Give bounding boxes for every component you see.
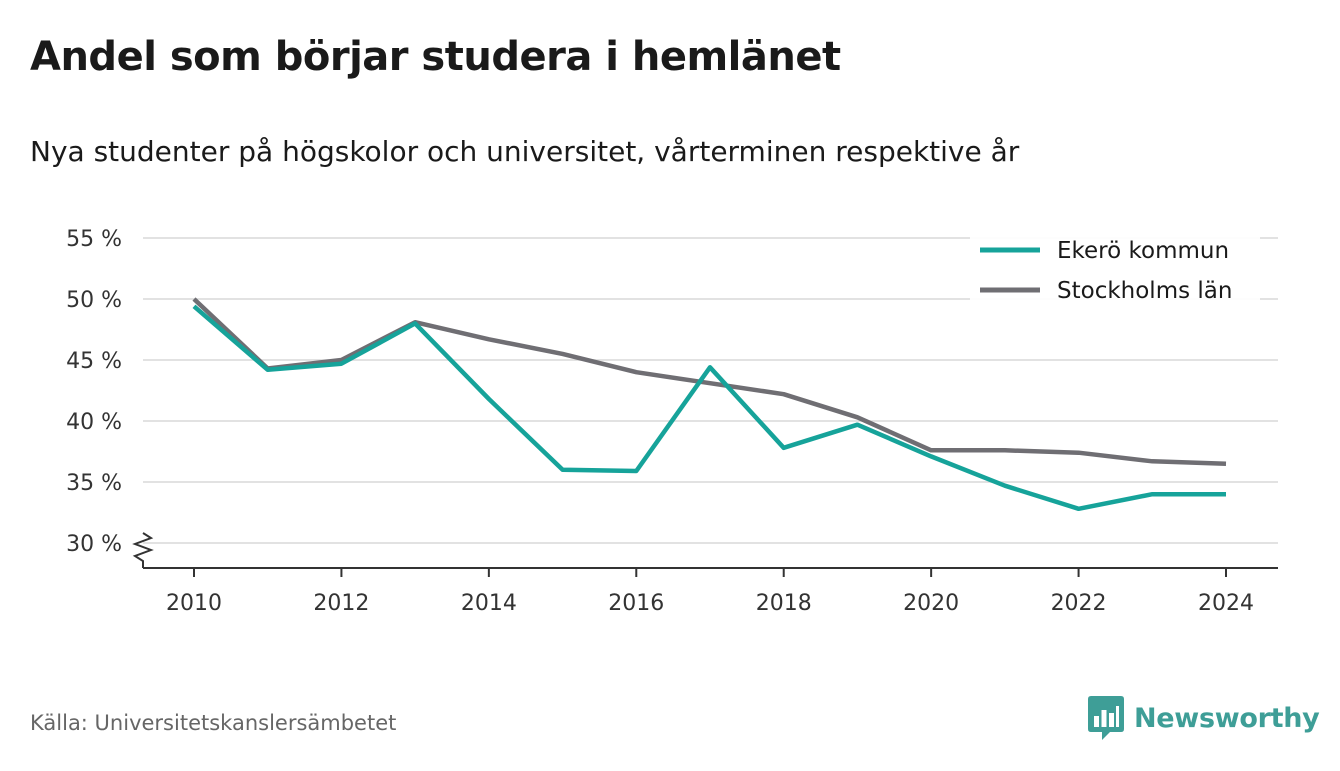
source-note: Källa: Universitetskanslersämbetet [30, 711, 397, 735]
y-axis-ticks: 30 % 35 % 40 % 45 % 50 % 55 % [66, 227, 122, 557]
y-tick-label: 35 % [66, 471, 122, 496]
axes [132, 532, 1278, 569]
brand-name: Newsworthy [1134, 702, 1320, 734]
x-tick-label: 2020 [903, 591, 959, 616]
x-tick-label: 2022 [1051, 591, 1107, 616]
y-tick-label: 55 % [66, 227, 122, 252]
y-tick-label: 40 % [66, 410, 122, 435]
chart-title: Andel som börjar studera i hemlänet [30, 34, 841, 80]
y-tick-label: 45 % [66, 349, 122, 374]
legend-label-1: Stockholms län [1057, 278, 1232, 304]
x-axis-ticks: 2010 2012 2014 2016 2018 2020 2022 2024 [166, 568, 1254, 616]
line-chart: 30 %35 %40 %45 %50 %55 % 2010 2012 2014 201… [66, 227, 1278, 616]
chart-subtitle: Nya studenter på högskolor och universit… [30, 135, 1020, 168]
legend: Ekerö kommun Stockholms län [970, 228, 1260, 316]
bar-chart-badge-icon [1088, 696, 1124, 740]
x-tick-label: 2014 [461, 591, 517, 616]
legend-background [970, 228, 1260, 316]
y-tick-label: 30 % [66, 532, 122, 557]
series-line-1 [192, 297, 1227, 466]
x-tick-label: 2024 [1198, 591, 1254, 616]
x-tick-label: 2018 [756, 591, 812, 616]
y-axis-break-icon [132, 532, 154, 568]
x-tick-label: 2016 [608, 591, 664, 616]
x-tick-label: 2010 [166, 591, 222, 616]
series-lines [192, 297, 1227, 512]
x-tick-label: 2012 [313, 591, 369, 616]
legend-label-0: Ekerö kommun [1057, 238, 1229, 264]
y-tick-label: 50 % [66, 288, 122, 313]
series-line-0 [192, 304, 1226, 512]
brand-logo[interactable]: Newsworthy [1088, 696, 1320, 740]
